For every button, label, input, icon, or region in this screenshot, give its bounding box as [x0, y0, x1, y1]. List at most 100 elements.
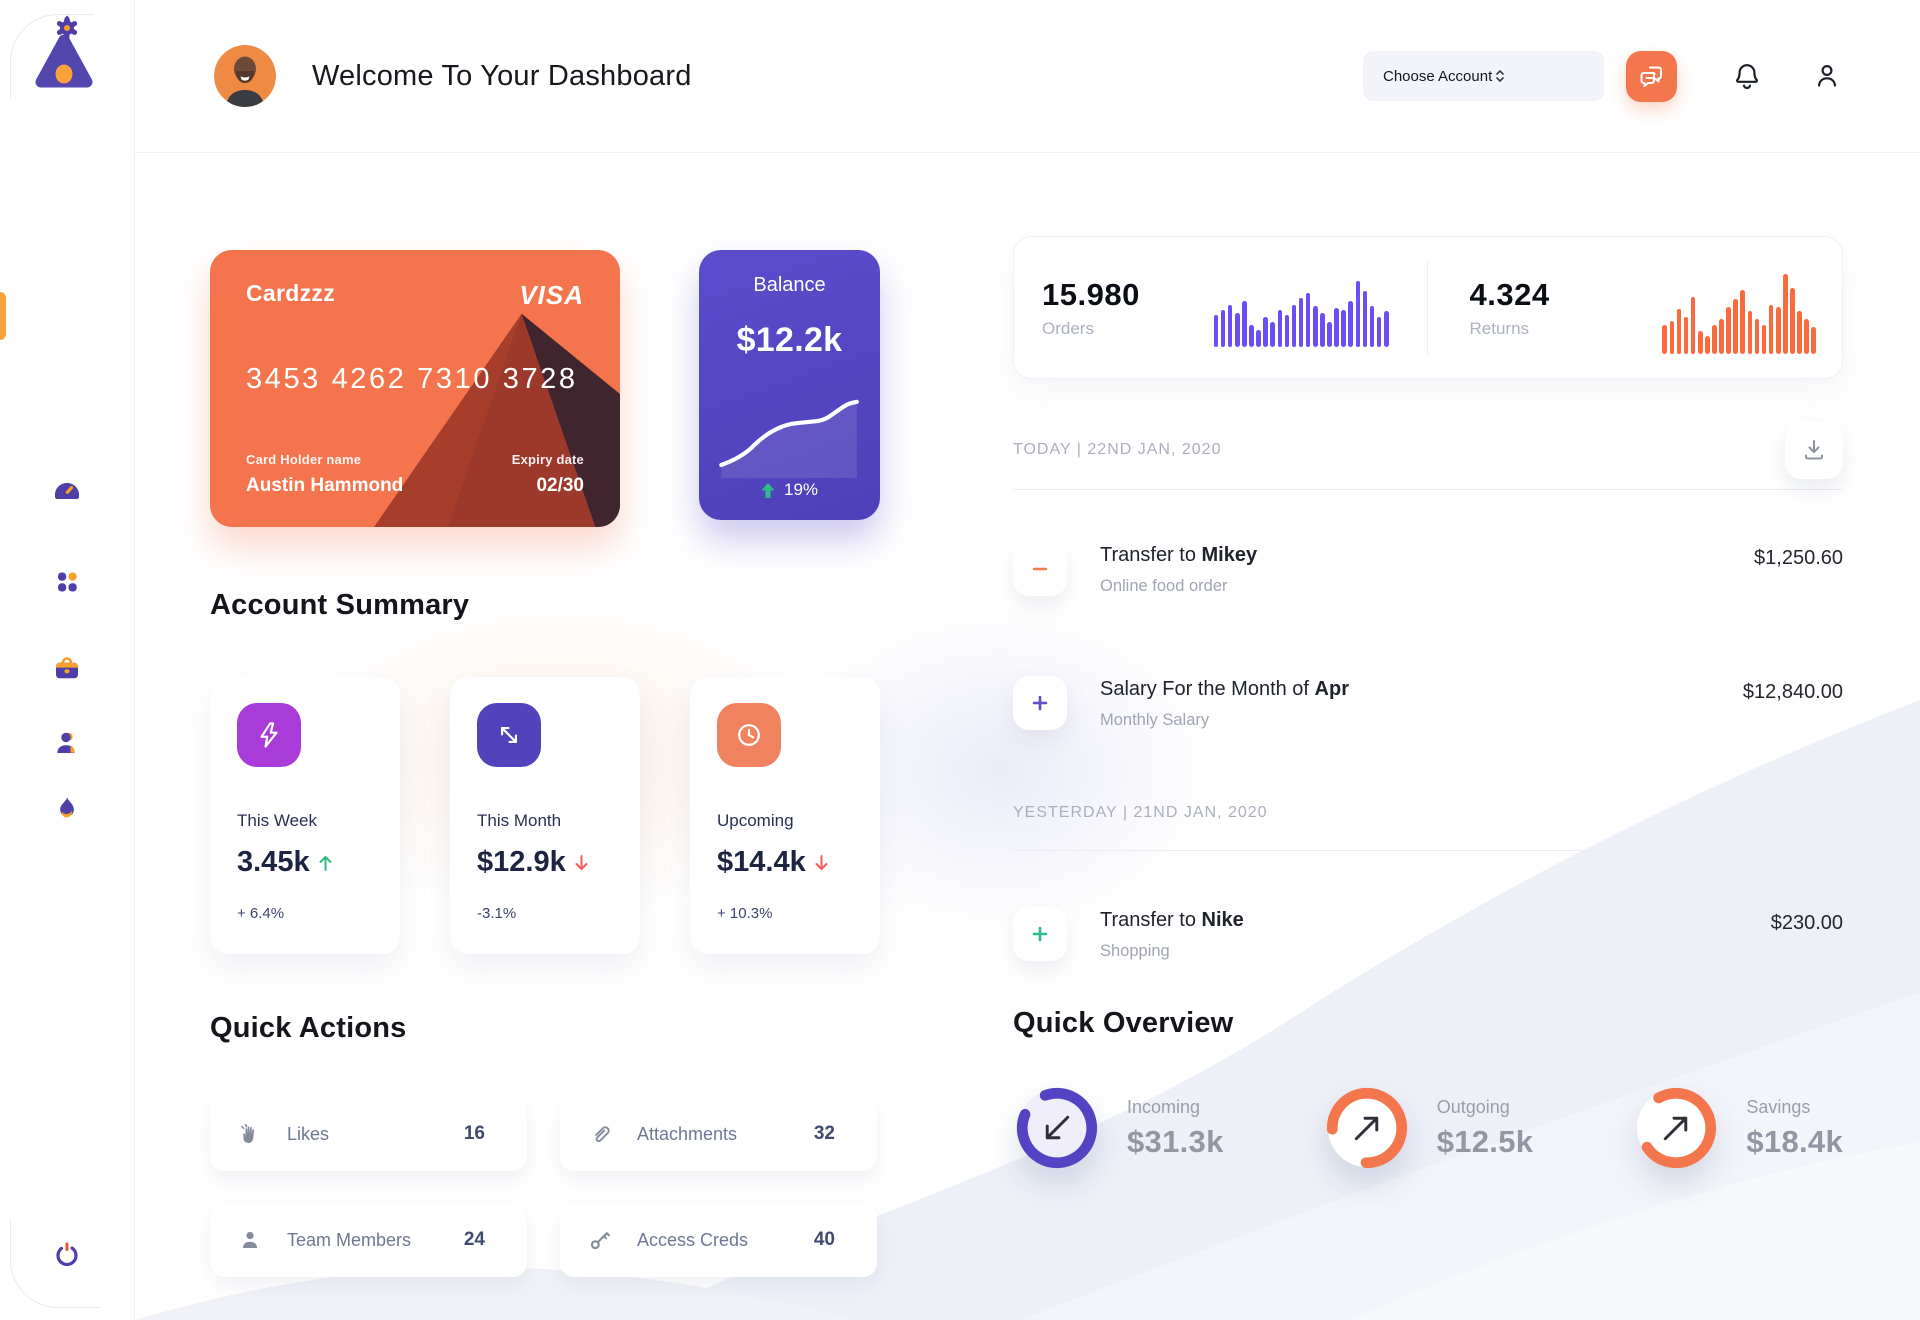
overview-value: $12.5k: [1436, 1123, 1534, 1159]
summary-card-this-month[interactable]: This Month $12.9k -3.1%: [450, 677, 640, 954]
sidebar-item-work[interactable]: [39, 641, 95, 697]
outgoing-ring-chart: [1323, 1084, 1411, 1172]
summary-label: Upcoming: [717, 811, 794, 830]
quick-overview: Incoming $31.3k Outgoing $12.5k: [1013, 1084, 1843, 1172]
plus-icon: [1030, 924, 1050, 944]
notifications-button[interactable]: [1731, 60, 1763, 92]
stats-divider: [1426, 261, 1428, 354]
overview-outgoing: Outgoing $12.5k: [1323, 1084, 1534, 1172]
incoming-ring-chart: [1013, 1084, 1101, 1172]
action-label: Attachments: [637, 1123, 738, 1144]
action-access-creds[interactable]: Access Creds 40: [560, 1203, 877, 1277]
transaction-row[interactable]: Salary For the Month of Apr Monthly Sala…: [1013, 676, 1843, 730]
arrow-down-icon: [815, 854, 828, 870]
tx-subtitle: Online food order: [1100, 577, 1228, 595]
sidebar-item-team[interactable]: [39, 715, 95, 771]
profile-button[interactable]: [1811, 60, 1843, 92]
action-team-members[interactable]: Team Members 24: [210, 1203, 527, 1277]
account-select-label: Choose Account: [1383, 67, 1493, 85]
clap-icon: [238, 1122, 262, 1146]
bell-icon: [1731, 60, 1763, 92]
chat-icon: [1637, 61, 1667, 91]
frame-corner-top: [10, 14, 94, 98]
card-holder-name: Austin Hammond: [246, 475, 404, 496]
account-select[interactable]: Choose Account: [1363, 51, 1604, 101]
key-icon: [588, 1228, 612, 1252]
tx-title: Transfer to: [1100, 909, 1202, 931]
summary-value: $14.4k: [717, 846, 806, 878]
quick-overview-title: Quick Overview: [1013, 1007, 1234, 1039]
credit-card-art: [210, 250, 620, 527]
divider: [1013, 489, 1843, 490]
right-column: 15.980 Orders 4.324 Returns TODAY | 22ND…: [1013, 236, 1843, 1172]
date-label-today: TODAY | 22ND JAN, 2020: [1013, 441, 1222, 458]
summary-card-upcoming[interactable]: Upcoming $14.4k + 10.3%: [690, 677, 880, 954]
orders-sparkline: [1213, 280, 1389, 347]
transaction-row[interactable]: Transfer to Nike Shopping $230.00: [1013, 907, 1843, 961]
balance-trend-chart: [719, 399, 859, 478]
left-column: Cardzzz VISA 3453 4262 7310 3728 Card Ho…: [210, 250, 880, 1277]
sidebar-item-dashboard[interactable]: [39, 464, 95, 520]
action-count: 24: [463, 1229, 485, 1250]
overview-value: $18.4k: [1746, 1123, 1843, 1159]
clock-icon: [734, 720, 764, 750]
returns-sparkline: [1662, 273, 1816, 354]
visa-logo: VISA: [519, 280, 584, 310]
tx-subtitle: Monthly Salary: [1100, 711, 1210, 729]
sidebar-item-apps[interactable]: [39, 554, 95, 610]
active-nav-indicator: [0, 292, 6, 340]
sidebar-item-trending[interactable]: [39, 780, 95, 836]
balance-card[interactable]: Balance $12.2k 19%: [699, 250, 880, 520]
date-label-yesterday: YESTERDAY | 21ND JAN, 2020: [1013, 804, 1268, 821]
orders-label: Orders: [1042, 318, 1094, 338]
summary-card-this-week[interactable]: This Week 3.45k + 6.4%: [210, 677, 400, 954]
tx-title: Salary For the Month of: [1100, 678, 1315, 700]
trend-up-icon: [761, 482, 775, 498]
diagonal-arrows-icon: [494, 720, 524, 750]
expiry-label: Expiry date: [511, 452, 584, 467]
flame-icon: [51, 792, 83, 824]
action-count: 16: [463, 1123, 485, 1144]
select-chevrons-icon: [1492, 68, 1508, 84]
returns-label: Returns: [1469, 318, 1530, 338]
card-holder-label: Card Holder name: [246, 452, 362, 467]
overview-savings: Savings $18.4k: [1632, 1084, 1843, 1172]
summary-label: This Month: [477, 811, 562, 830]
download-button[interactable]: [1785, 421, 1843, 479]
tx-amount: $12,840.00: [1742, 681, 1843, 703]
action-likes[interactable]: Likes 16: [210, 1097, 527, 1171]
transaction-row[interactable]: Transfer to Mikey Online food order $1,2…: [1013, 542, 1843, 596]
download-icon: [1801, 437, 1827, 463]
briefcase-icon: [51, 653, 83, 685]
tx-title: Transfer to: [1100, 544, 1202, 566]
summary-label: This Week: [237, 811, 317, 830]
sidebar: [0, 0, 135, 1320]
chat-button[interactable]: [1626, 50, 1677, 102]
tx-subtitle: Shopping: [1100, 942, 1170, 960]
balance-amount: $12.2k: [736, 321, 843, 359]
action-label: Likes: [287, 1123, 330, 1144]
overview-value: $31.3k: [1127, 1123, 1224, 1159]
card-name: Cardzzz: [246, 280, 336, 306]
person-icon: [51, 727, 83, 759]
summary-delta: + 10.3%: [717, 905, 773, 922]
action-attachments[interactable]: Attachments 32: [560, 1097, 877, 1171]
tx-amount: $1,250.60: [1754, 547, 1843, 569]
arrow-up-icon: [319, 855, 332, 871]
summary-value: 3.45k: [237, 846, 310, 878]
divider: [1013, 850, 1843, 851]
overview-incoming: Incoming $31.3k: [1013, 1084, 1224, 1172]
member-icon: [238, 1228, 262, 1252]
credit-card[interactable]: Cardzzz VISA 3453 4262 7310 3728 Card Ho…: [210, 250, 620, 527]
arrow-down-icon: [575, 854, 588, 870]
orders-returns-card: 15.980 Orders 4.324 Returns: [1013, 236, 1843, 379]
user-avatar[interactable]: [214, 45, 276, 107]
lightning-icon: [254, 720, 284, 750]
orders-value: 15.980: [1042, 276, 1140, 312]
speedometer-icon: [51, 476, 83, 508]
expiry-date: 02/30: [536, 475, 584, 496]
frame-corner-bottom: [10, 1218, 100, 1308]
balance-change: 19%: [783, 480, 819, 499]
tx-amount: $230.00: [1770, 912, 1843, 934]
overview-label: Incoming: [1127, 1096, 1201, 1117]
